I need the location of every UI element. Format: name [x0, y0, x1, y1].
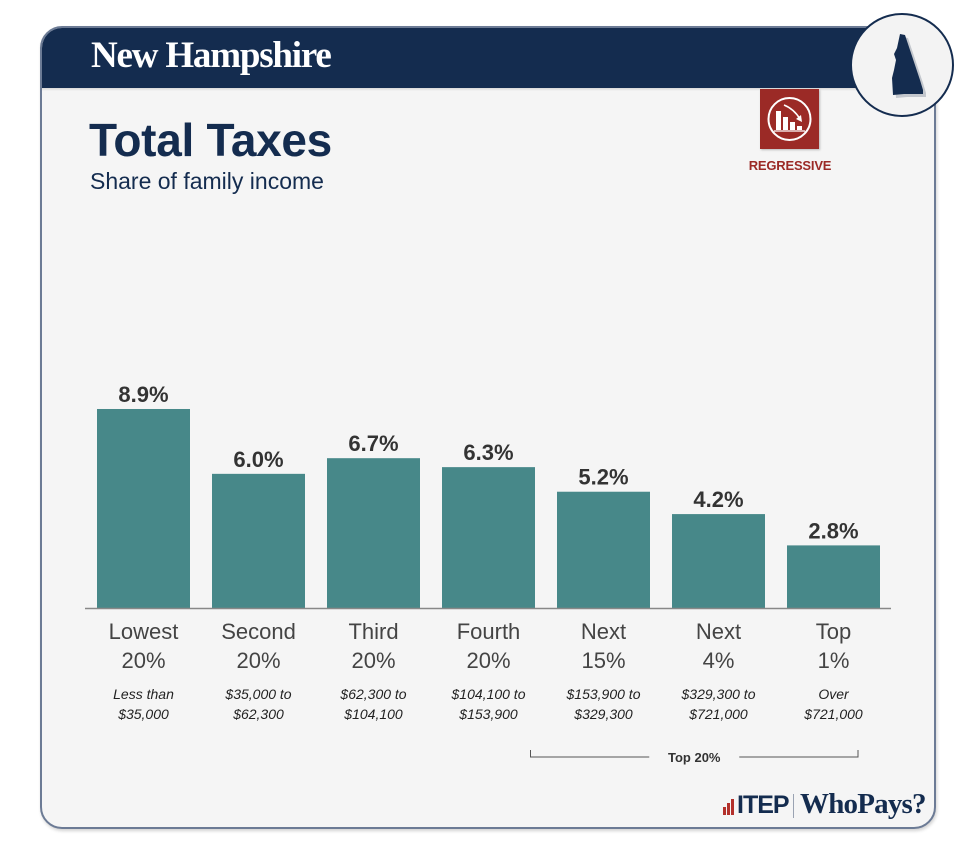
- bar-1: [97, 408, 190, 608]
- bar-6: [672, 514, 765, 608]
- income-range-line1: $104,100 to: [451, 686, 526, 702]
- income-range-line1: $35,000 to: [224, 686, 291, 702]
- bar-value-label: 6.0%: [233, 447, 283, 472]
- category-label-line2: 20%: [466, 648, 510, 673]
- bar-value-label: 5.2%: [578, 465, 628, 490]
- income-range-line1: $62,300 to: [339, 686, 406, 702]
- page-subtitle: Share of family income: [90, 168, 324, 194]
- bar-2: [212, 473, 305, 608]
- income-range-line2: $153,900: [458, 706, 518, 722]
- income-range-line2: $62,300: [232, 706, 284, 722]
- itep-logo: ITEP: [737, 791, 790, 819]
- income-range-line2: $104,100: [343, 706, 403, 722]
- category-label-line2: 20%: [236, 648, 280, 673]
- category-label-line2: 4%: [703, 648, 735, 673]
- bar-5: [557, 491, 650, 608]
- category-label-line2: 20%: [351, 648, 395, 673]
- income-range-line1: Over: [818, 686, 850, 702]
- bar-3: [327, 458, 420, 608]
- bar-7: [787, 545, 880, 608]
- bar-value-label: 6.7%: [348, 431, 398, 456]
- category-label-line2: 15%: [581, 648, 625, 673]
- regressive-label: REGRESSIVE: [748, 158, 832, 173]
- logo-divider: [793, 794, 794, 818]
- page-title: Total Taxes: [89, 114, 332, 166]
- state-shape: [892, 34, 923, 95]
- income-range-line1: $329,300 to: [681, 686, 756, 702]
- bar-value-label: 2.8%: [808, 518, 858, 543]
- bar-value-label: 4.2%: [693, 487, 743, 512]
- bracket-left: [530, 750, 650, 758]
- bracket-label: Top 20%: [668, 750, 721, 765]
- income-range-line2: $329,300: [573, 706, 633, 722]
- header-bar: New Hampshire: [42, 28, 934, 88]
- new-hampshire-state-icon: [850, 13, 954, 117]
- bar-value-label: 6.3%: [463, 440, 513, 465]
- category-label-line1: Third: [348, 619, 398, 644]
- income-range-line2: $721,000: [803, 706, 863, 722]
- category-label-line1: Fourth: [457, 619, 521, 644]
- bar-4: [442, 467, 535, 608]
- income-range-line1: Less than: [113, 686, 174, 702]
- income-range-line1: $153,900 to: [566, 686, 641, 702]
- income-range-line2: $721,000: [688, 706, 748, 722]
- regressive-chart-icon: [760, 89, 819, 149]
- header-shadow: [42, 88, 934, 91]
- category-label-line2: 1%: [818, 648, 850, 673]
- whopays-logo: WhoPays?: [800, 788, 927, 820]
- category-label-line1: Top: [816, 619, 851, 644]
- itep-logo-bars-icon: [723, 797, 737, 820]
- category-label-line2: 20%: [121, 648, 165, 673]
- category-label-line1: Next: [696, 619, 741, 644]
- state-name: New Hampshire: [91, 35, 332, 76]
- income-range-line2: $35,000: [117, 706, 169, 722]
- bar-value-label: 8.9%: [118, 382, 168, 407]
- bracket-right: [739, 750, 859, 758]
- category-label-line1: Second: [221, 619, 296, 644]
- category-label-line1: Next: [581, 619, 626, 644]
- category-label-line1: Lowest: [109, 619, 179, 644]
